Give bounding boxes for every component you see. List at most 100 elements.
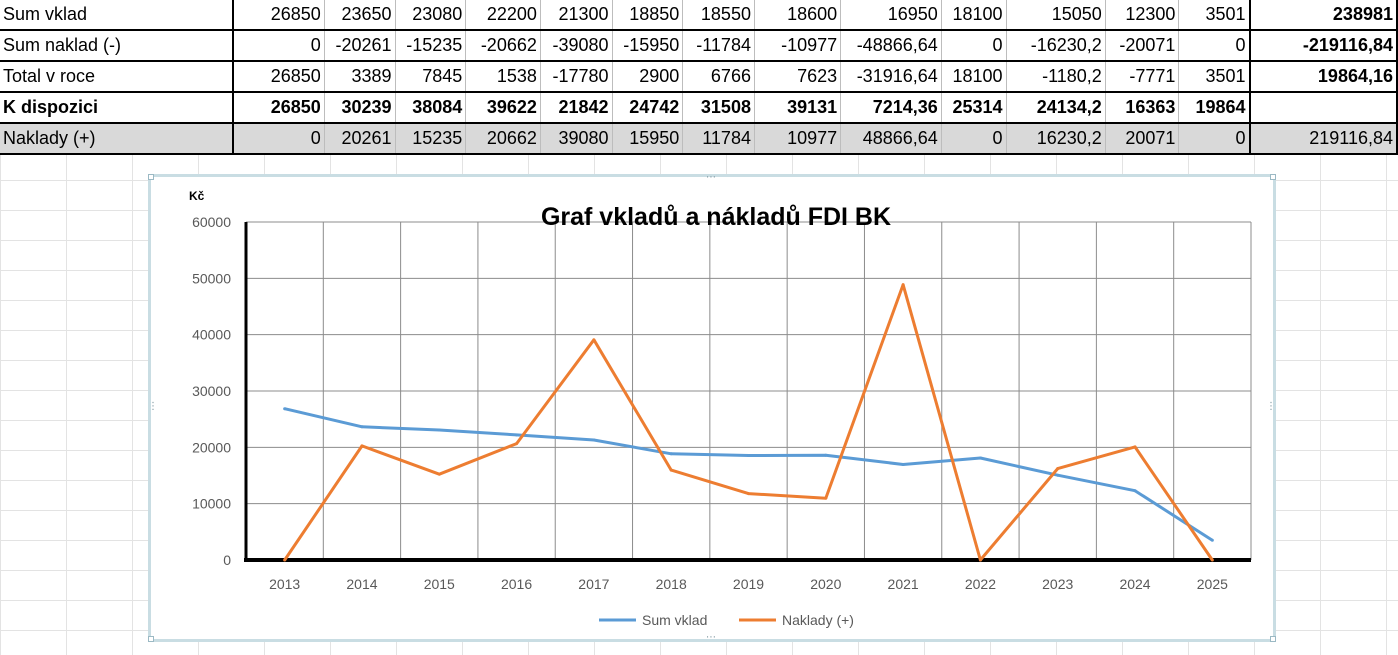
y-axis-unit-label: Kč (189, 189, 205, 203)
table-cell[interactable]: 3501 (1178, 0, 1250, 31)
x-tick-label: 2020 (810, 576, 841, 592)
row-label[interactable]: Total v roce (0, 61, 235, 93)
table-cell[interactable]: 1538 (465, 61, 541, 93)
table-cell[interactable]: 16230,2 (1006, 123, 1106, 155)
data-point (437, 428, 441, 432)
table-cell[interactable]: 19864 (1178, 92, 1250, 124)
table-cell[interactable]: -10977 (754, 30, 842, 62)
y-tick-label: 0 (223, 552, 231, 568)
table-cell[interactable]: 38084 (395, 92, 467, 124)
table-cell[interactable]: 10977 (754, 123, 842, 155)
data-point (901, 463, 905, 467)
data-point (747, 492, 750, 496)
data-point (901, 283, 905, 287)
table-cell[interactable]: -31916,64 (840, 61, 942, 93)
table-cell[interactable]: -17780 (540, 61, 613, 93)
table-cell[interactable]: 39131 (754, 92, 842, 124)
table-cell[interactable]: 16950 (840, 0, 942, 31)
table-cell[interactable]: 0 (941, 123, 1007, 155)
resize-grip-bottom[interactable]: ⋯ (706, 632, 716, 643)
table-cell[interactable]: 20071 (1105, 123, 1180, 155)
table-cell[interactable]: 0 (233, 123, 325, 155)
row-label[interactable]: K dispozici (0, 92, 235, 124)
table-cell[interactable]: 48866,64 (840, 123, 942, 155)
table-cell[interactable]: 25314 (941, 92, 1007, 124)
table-cell[interactable]: -11784 (682, 30, 755, 62)
data-point (669, 468, 673, 472)
table-cell[interactable]: 30239 (324, 92, 396, 124)
table-cell[interactable]: -39080 (540, 30, 613, 62)
table-cell[interactable]: -15235 (395, 30, 467, 62)
table-cell[interactable]: 15050 (1006, 0, 1106, 31)
x-tick-label: 2021 (888, 576, 919, 592)
table-cell[interactable]: -16230,2 (1006, 30, 1106, 62)
resize-grip-right[interactable]: ⋮ (1266, 401, 1276, 412)
table-cell[interactable]: 7623 (754, 61, 842, 93)
y-tick-label: 20000 (192, 439, 231, 455)
table-cell[interactable]: 39080 (540, 123, 613, 155)
table-cell[interactable]: 23650 (324, 0, 396, 31)
table-cell[interactable]: -1180,2 (1006, 61, 1106, 93)
data-point (515, 442, 519, 446)
table-cell[interactable]: 7845 (395, 61, 467, 93)
data-point (283, 558, 287, 562)
table-cell[interactable]: -48866,64 (840, 30, 942, 62)
table-cell[interactable]: 3501 (1178, 61, 1250, 93)
table-cell[interactable]: -20071 (1105, 30, 1180, 62)
resize-handle-bottom-right[interactable] (1270, 636, 1276, 642)
table-cell[interactable]: -20261 (324, 30, 396, 62)
table-cell[interactable]: 22200 (465, 0, 541, 31)
table-cell[interactable]: 3389 (324, 61, 396, 93)
resize-handle-bottom-left[interactable] (148, 636, 154, 642)
table-cell[interactable]: 21842 (540, 92, 613, 124)
x-tick-label: 2019 (733, 576, 764, 592)
table-cell[interactable]: 15950 (612, 123, 684, 155)
row-total-cell[interactable]: 19864,16 (1248, 61, 1398, 93)
table-cell[interactable]: 26850 (233, 61, 325, 93)
table-cell[interactable]: 16363 (1105, 92, 1180, 124)
table-cell[interactable]: 39622 (465, 92, 541, 124)
table-cell[interactable]: 31508 (682, 92, 755, 124)
table-cell[interactable]: 20662 (465, 123, 541, 155)
table-cell[interactable]: 24134,2 (1006, 92, 1106, 124)
resize-handle-top-right[interactable] (1270, 174, 1276, 180)
table-cell[interactable]: 23080 (395, 0, 467, 31)
resize-handle-top-left[interactable] (148, 174, 154, 180)
table-cell[interactable]: 18100 (941, 61, 1007, 93)
x-tick-label: 2018 (656, 576, 687, 592)
row-total-cell[interactable]: 238981 (1248, 0, 1398, 31)
table-cell[interactable]: 21300 (540, 0, 613, 31)
table-cell[interactable]: 24742 (612, 92, 684, 124)
table-cell[interactable]: 0 (1178, 30, 1250, 62)
x-tick-label: 2015 (424, 576, 455, 592)
table-cell[interactable]: -20662 (465, 30, 541, 62)
table-cell[interactable]: -15950 (612, 30, 684, 62)
table-cell[interactable]: 26850 (233, 92, 325, 124)
table-cell[interactable]: 0 (233, 30, 325, 62)
table-cell[interactable]: 18550 (682, 0, 755, 31)
table-cell[interactable]: 18850 (612, 0, 684, 31)
table-cell[interactable]: 18100 (941, 0, 1007, 31)
row-total-cell[interactable]: -219116,84 (1248, 30, 1398, 62)
table-cell[interactable]: 0 (941, 30, 1007, 62)
table-cell[interactable]: 11784 (682, 123, 755, 155)
table-cell[interactable]: 26850 (233, 0, 325, 31)
table-cell[interactable]: 20261 (324, 123, 396, 155)
table-cell[interactable]: 7214,36 (840, 92, 942, 124)
chart-area[interactable]: ⋯ ⋯ ⋮ ⋮ Graf vkladů a nákladů FDI BK Kč … (148, 172, 1276, 643)
table-cell[interactable]: 15235 (395, 123, 467, 155)
row-label[interactable]: Naklady (+) (0, 123, 235, 155)
row-label[interactable]: Sum vklad (0, 0, 235, 31)
table-cell[interactable]: 2900 (612, 61, 684, 93)
row-total-cell[interactable]: 219116,84 (1248, 123, 1398, 155)
table-cell[interactable]: 18600 (754, 0, 842, 31)
row-label[interactable]: Sum naklad (-) (0, 30, 235, 62)
table-cell[interactable]: 12300 (1105, 0, 1180, 31)
data-point (1210, 558, 1214, 562)
table-cell[interactable]: -7771 (1105, 61, 1180, 93)
row-total-cell[interactable] (1248, 92, 1398, 124)
table-cell[interactable]: 0 (1178, 123, 1250, 155)
table-cell[interactable]: 6766 (682, 61, 755, 93)
resize-grip-left[interactable]: ⋮ (148, 401, 158, 412)
resize-grip-top[interactable]: ⋯ (706, 172, 716, 183)
